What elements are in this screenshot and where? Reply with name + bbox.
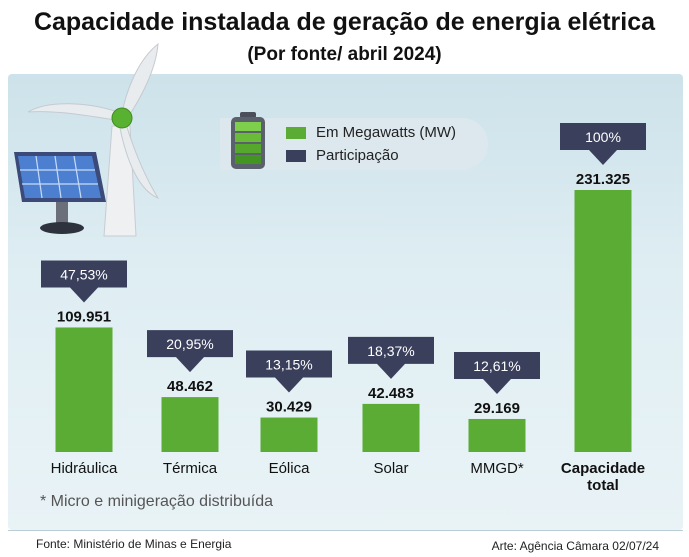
chart-legend: Em Megawatts (MW) Participação: [220, 112, 488, 170]
solar-panel-icon: [14, 152, 106, 234]
footer-divider: [8, 530, 683, 531]
legend-swatch-green: [286, 127, 306, 139]
wind-turbine-icon: [27, 42, 160, 237]
wind-turbine-solar-panel-illustration: [14, 42, 160, 237]
bar-value-label-2: 30.429: [266, 399, 312, 416]
source-text: Fonte: Ministério de Minas e Energia: [36, 537, 232, 551]
share-label-3: 18,37%: [367, 343, 414, 359]
bar-value-label-0: 109.951: [57, 308, 111, 325]
share-label-0: 47,53%: [60, 266, 107, 282]
share-callout-3: [348, 336, 434, 379]
share-callout-4: [454, 351, 540, 394]
share-callout-5: [560, 123, 646, 165]
footnote: * Micro e minigeração distribuída: [40, 493, 273, 510]
share-label-2: 13,15%: [265, 357, 312, 373]
category-label-5-1: total: [587, 477, 619, 494]
chart-subtitle: (Por fonte/ abril 2024): [247, 44, 442, 65]
category-label-0: Hidráulica: [51, 460, 118, 477]
bar-value-label-4: 29.169: [474, 400, 520, 417]
credit-text: Arte: Agência Câmara 02/07/24: [491, 539, 659, 553]
chart-title: Capacidade instalada de geração de energ…: [33, 8, 656, 36]
share-callout-2: [246, 350, 332, 393]
share-callout-0: [41, 260, 127, 303]
bar-3: [362, 403, 420, 452]
bar-2: [260, 417, 318, 452]
bar-5: [574, 190, 632, 452]
bar-value-label-5: 231.325: [576, 171, 630, 188]
legend-label-participacao: Participação: [316, 147, 399, 164]
bar-0: [55, 327, 113, 452]
bar-value-label-1: 48.462: [167, 378, 213, 395]
legend-label-megawatts: Em Megawatts (MW): [316, 124, 457, 141]
share-label-5: 100%: [585, 129, 621, 145]
category-label-4: MMGD*: [470, 460, 523, 477]
legend-swatch-dark: [286, 150, 306, 162]
bar-1: [161, 397, 219, 452]
category-label-3: Solar: [373, 460, 408, 477]
category-label-2: Eólica: [269, 460, 311, 477]
share-label-4: 12,61%: [473, 358, 520, 374]
category-label-5: Capacidade: [561, 460, 645, 477]
share-label-1: 20,95%: [166, 336, 213, 352]
battery-icon: [231, 112, 265, 169]
share-callout-1: [147, 330, 233, 373]
category-label-1: Térmica: [163, 460, 218, 477]
bar-value-label-3: 42.483: [368, 385, 414, 402]
bar-4: [468, 418, 526, 452]
